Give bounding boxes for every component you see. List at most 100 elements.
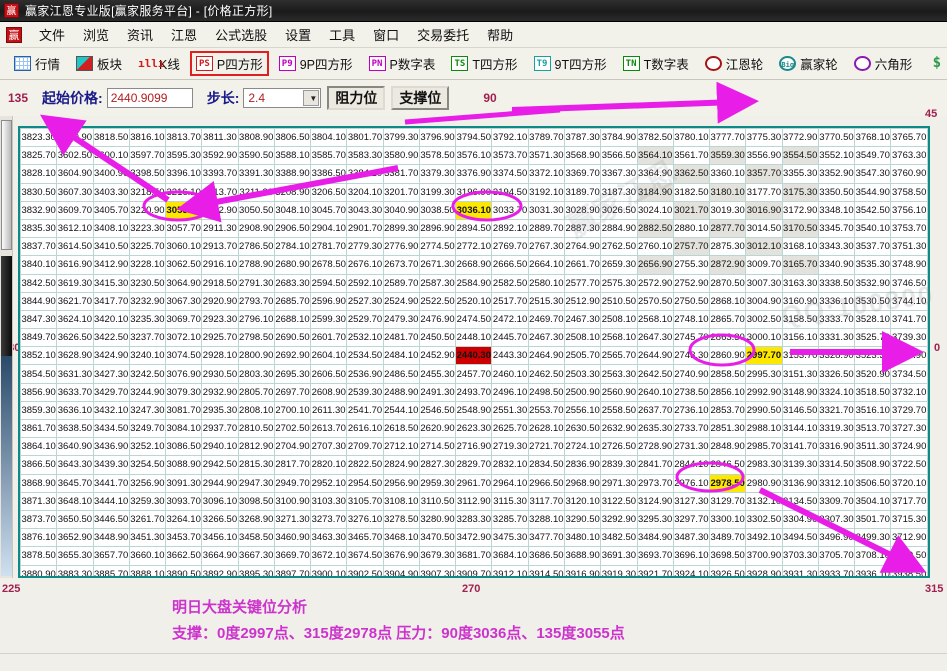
- key-level-cell[interactable]: 3055.30: [165, 200, 203, 220]
- price-cell[interactable]: 2553.70: [527, 400, 565, 421]
- price-cell[interactable]: 3624.10: [56, 309, 94, 330]
- price-cell[interactable]: 3139.30: [781, 455, 819, 475]
- price-cell[interactable]: 3225.70: [128, 237, 167, 257]
- price-cell[interactable]: 2556.10: [563, 400, 602, 421]
- price-cell[interactable]: 3480.10: [563, 528, 602, 548]
- price-cell[interactable]: 3691.30: [600, 546, 638, 566]
- price-cell[interactable]: 3074.50: [165, 346, 203, 366]
- price-cell[interactable]: 3660.10: [128, 546, 167, 566]
- price-cell[interactable]: 3271.30: [273, 509, 312, 530]
- price-cell[interactable]: 3417.70: [92, 291, 130, 311]
- price-cell[interactable]: 3832.90: [20, 200, 58, 220]
- price-cell[interactable]: 3475.30: [491, 528, 529, 548]
- price-cell[interactable]: 2484.10: [382, 346, 420, 366]
- toolbar-button-gann-wheel[interactable]: 江恩轮: [699, 51, 770, 76]
- price-cell[interactable]: 3871.30: [20, 491, 58, 511]
- price-cell[interactable]: 2608.90: [310, 382, 348, 402]
- price-cell[interactable]: 3537.70: [854, 237, 892, 257]
- price-cell[interactable]: 2587.30: [418, 273, 457, 293]
- price-cell[interactable]: 2632.90: [600, 418, 638, 439]
- price-cell[interactable]: 2827.30: [418, 455, 457, 475]
- price-cell[interactable]: 3652.90: [56, 528, 94, 548]
- price-cell[interactable]: 3028.90: [563, 200, 602, 220]
- price-cell[interactable]: 3667.30: [237, 546, 275, 566]
- price-cell[interactable]: 2935.30: [201, 400, 239, 421]
- price-cell[interactable]: 2976.10: [672, 473, 711, 493]
- price-cell[interactable]: 2908.90: [237, 218, 275, 239]
- price-cell[interactable]: 2983.30: [745, 455, 783, 475]
- price-cell[interactable]: 3040.90: [382, 200, 420, 220]
- price-cell[interactable]: 2956.90: [382, 473, 420, 493]
- price-cell[interactable]: 3427.30: [92, 364, 130, 384]
- price-cell[interactable]: 2944.90: [201, 473, 239, 493]
- price-cell[interactable]: 2923.30: [201, 309, 239, 330]
- price-cell[interactable]: 3364.90: [636, 164, 674, 184]
- price-cell[interactable]: 2925.70: [201, 328, 239, 348]
- price-cell[interactable]: 3595.30: [165, 146, 203, 166]
- price-cell[interactable]: 2455.30: [418, 364, 457, 384]
- price-cell[interactable]: 3801.70: [346, 128, 384, 148]
- price-cell[interactable]: 2488.90: [382, 382, 420, 402]
- price-cell[interactable]: 2620.90: [418, 418, 457, 439]
- price-cell[interactable]: 3866.50: [20, 455, 58, 475]
- price-cell[interactable]: 3400.90: [92, 164, 130, 184]
- price-cell[interactable]: 3391.30: [237, 164, 275, 184]
- price-cell[interactable]: 3024.10: [636, 200, 674, 220]
- price-cell[interactable]: 2916.10: [201, 255, 239, 275]
- price-cell[interactable]: 3789.70: [527, 128, 565, 148]
- price-cell[interactable]: 3494.50: [781, 528, 819, 548]
- price-cell[interactable]: 3472.90: [455, 528, 493, 548]
- price-cell[interactable]: 3098.50: [237, 491, 275, 511]
- price-cell[interactable]: 3571.30: [527, 146, 565, 166]
- price-cell[interactable]: 2671.30: [418, 255, 457, 275]
- price-cell[interactable]: 3153.70: [781, 346, 819, 366]
- price-cell[interactable]: 3328.90: [817, 346, 856, 366]
- price-cell[interactable]: 3672.10: [310, 546, 348, 566]
- price-cell[interactable]: 2452.90: [418, 346, 457, 366]
- price-cell[interactable]: 3614.50: [56, 237, 94, 257]
- price-cell[interactable]: 3228.10: [128, 255, 167, 275]
- price-cell[interactable]: 3854.50: [20, 364, 58, 384]
- price-cell[interactable]: 3746.50: [890, 273, 928, 293]
- price-cell[interactable]: 3261.70: [128, 509, 167, 530]
- price-cell[interactable]: 2467.30: [527, 328, 565, 348]
- price-cell[interactable]: 3031.30: [527, 200, 565, 220]
- price-cell[interactable]: 3297.70: [672, 509, 711, 530]
- price-cell[interactable]: 3002.50: [745, 309, 783, 330]
- price-cell[interactable]: 2728.90: [636, 437, 674, 457]
- price-cell[interactable]: 2695.30: [273, 364, 312, 384]
- price-cell[interactable]: 3700.90: [745, 546, 783, 566]
- price-cell[interactable]: 3201.70: [382, 182, 420, 202]
- price-cell[interactable]: 3331.30: [817, 328, 856, 348]
- price-cell[interactable]: 3256.90: [128, 473, 167, 493]
- price-cell[interactable]: 3374.50: [491, 164, 529, 184]
- price-cell[interactable]: 2613.70: [310, 418, 348, 439]
- price-cell[interactable]: 2539.30: [346, 382, 384, 402]
- price-cell[interactable]: 3307.30: [817, 509, 856, 530]
- price-cell[interactable]: 3091.30: [165, 473, 203, 493]
- price-cell[interactable]: 3532.90: [854, 273, 892, 293]
- price-cell[interactable]: 3309.70: [817, 491, 856, 511]
- price-cell[interactable]: 2868.10: [709, 291, 747, 311]
- price-cell[interactable]: 3873.70: [20, 509, 58, 530]
- price-cell[interactable]: 3604.90: [56, 164, 94, 184]
- price-cell[interactable]: 3842.50: [20, 273, 58, 293]
- price-cell[interactable]: 3777.70: [709, 128, 747, 148]
- price-cell[interactable]: 3352.90: [817, 164, 856, 184]
- price-cell[interactable]: 2971.30: [600, 473, 638, 493]
- price-cell[interactable]: 3158.50: [781, 309, 819, 330]
- price-cell[interactable]: 3451.30: [128, 528, 167, 548]
- price-cell[interactable]: 2642.50: [636, 364, 674, 384]
- price-cell[interactable]: 2731.30: [672, 437, 711, 457]
- price-cell[interactable]: 2450.50: [418, 328, 457, 348]
- price-cell[interactable]: 3760.90: [890, 164, 928, 184]
- price-cell[interactable]: 3535.30: [854, 255, 892, 275]
- price-cell[interactable]: 2877.70: [709, 218, 747, 239]
- price-cell[interactable]: 3664.90: [201, 546, 239, 566]
- price-cell[interactable]: 3907.30: [418, 564, 457, 576]
- price-cell[interactable]: 3528.10: [854, 309, 892, 330]
- price-cell[interactable]: 3648.10: [56, 491, 94, 511]
- price-cell[interactable]: 3828.10: [20, 164, 58, 184]
- price-cell[interactable]: 2635.30: [636, 418, 674, 439]
- price-cell[interactable]: 2784.10: [273, 237, 312, 257]
